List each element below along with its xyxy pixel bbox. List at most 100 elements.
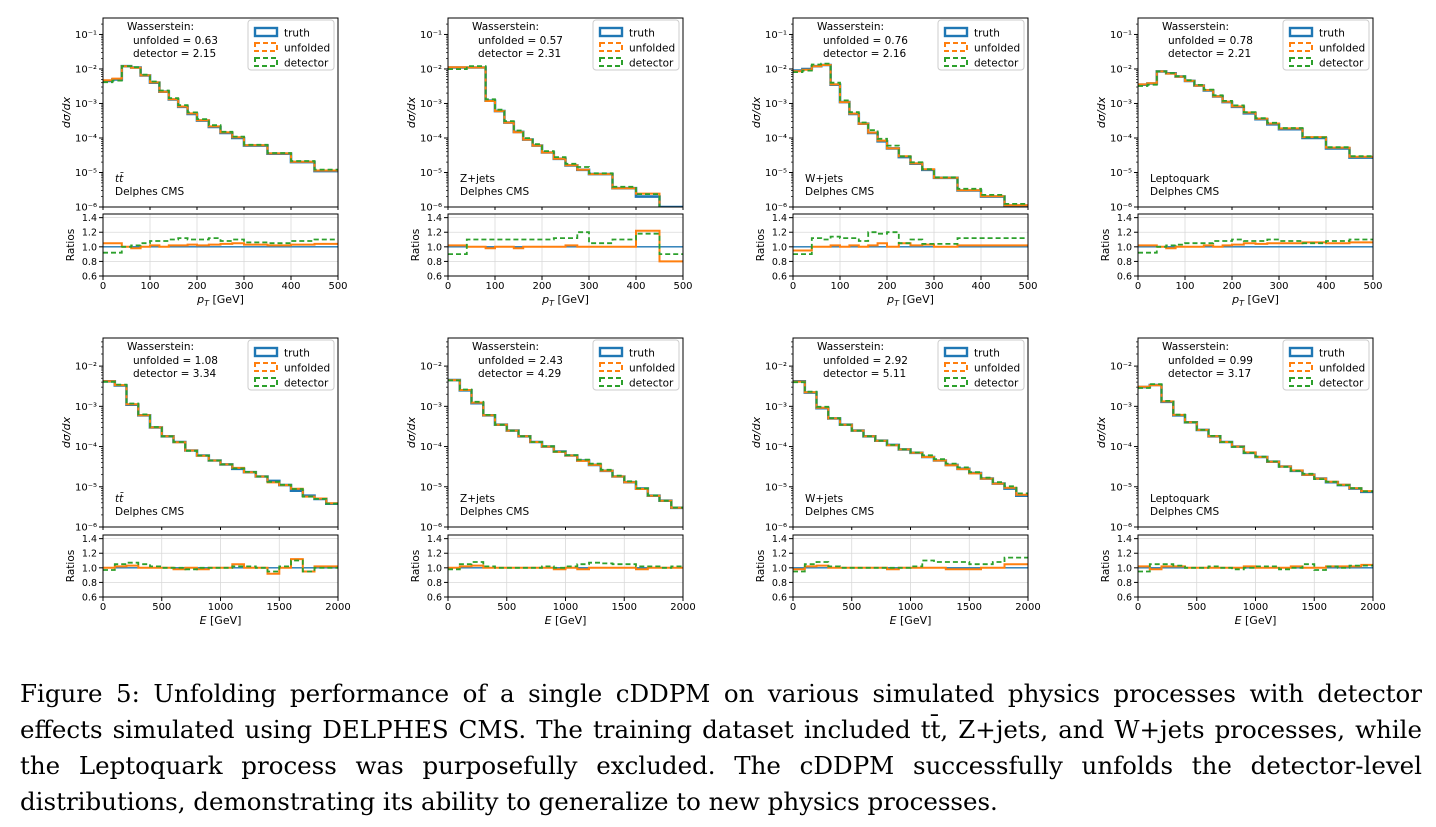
x-tick-label: 400: [626, 281, 645, 292]
legend-label-truth: truth: [629, 28, 655, 40]
x-tick-label: 0: [445, 281, 451, 292]
ratio-y-tick-label: 1.0: [1117, 242, 1132, 253]
x-tick-label: 500: [1018, 281, 1037, 292]
main-axes-frame: [447, 17, 684, 208]
wasserstein-unfolded: unfolded = 2.92: [823, 355, 908, 367]
panel-pT-2: 10⁻⁶ 10⁻⁵ 10⁻⁴ 10⁻³ 10⁻² 10⁻¹ dσ/dx Wasserstein…: [750, 17, 1038, 308]
x-tick-label: 200: [187, 281, 206, 292]
y-axis-label: dσ/dx: [1095, 96, 1108, 128]
detector-series: [1138, 70, 1373, 158]
y-tick-label: 10⁻¹: [75, 30, 97, 41]
x-tick-label: 0: [100, 281, 106, 292]
y-tick-label: 10⁻⁴: [765, 133, 787, 144]
y-axis-label: dσ/dx: [60, 96, 73, 128]
histograms: [1138, 383, 1373, 494]
y-tick-label: 10⁻⁶: [765, 203, 787, 214]
legend-swatch-unfolded: [1289, 42, 1313, 52]
histograms: [103, 64, 338, 173]
process-label: Z+jets: [460, 493, 495, 505]
panel-pT-1: 10⁻⁶ 10⁻⁵ 10⁻⁴ 10⁻³ 10⁻² 10⁻¹ dσ/dx Wasserstein…: [405, 17, 693, 308]
ratio-y-tick-label: 1.2: [427, 549, 442, 560]
detector-label: Delphes CMS: [805, 506, 874, 518]
y-tick-label: 10⁻²: [420, 362, 442, 373]
detector-series: [793, 62, 1028, 205]
x-tick-label: 300: [1269, 281, 1288, 292]
ratio-y-tick-label: 1.4: [772, 534, 787, 545]
legend-swatch-unfolded: [944, 362, 968, 372]
y-tick-label: 10⁻⁴: [75, 442, 97, 453]
x-tick-label: 100: [1175, 281, 1194, 292]
y-tick-label: 10⁻⁶: [1110, 523, 1132, 534]
detector-label: Delphes CMS: [115, 186, 184, 198]
legend-label-unfolded: unfolded: [974, 43, 1020, 55]
ratio-y-tick-label: 1.4: [772, 213, 787, 224]
y-tick-label: 10⁻⁴: [1110, 133, 1132, 144]
legend-swatch-unfolded: [599, 362, 623, 372]
y-tick-label: 10⁻¹: [420, 30, 442, 41]
detector-label: Delphes CMS: [805, 186, 874, 198]
x-tick-label: 1000: [898, 602, 923, 613]
legend-label-truth: truth: [974, 28, 1000, 40]
y-tick-label: 10⁻³: [75, 99, 97, 110]
wasserstein-title: Wasserstein:: [472, 21, 539, 33]
x-tick-label: 400: [281, 281, 300, 292]
y-axis-label: dσ/dx: [750, 416, 763, 448]
figure-caption: Figure 5: Unfolding performance of a sin…: [20, 679, 1422, 816]
ratio-y-tick-label: 0.8: [1117, 578, 1132, 589]
ratio-y-tick-label: 1.2: [772, 228, 787, 239]
x-tick-label: 300: [234, 281, 253, 292]
x-tick-label: 2000: [1015, 602, 1040, 613]
panel-E-0: 10⁻⁶ 10⁻⁵ 10⁻⁴ 10⁻³ 10⁻² dσ/dx Wasserstein: unf…: [60, 337, 351, 627]
legend-box: [247, 339, 335, 391]
legend-box: [1282, 19, 1370, 71]
y-tick-label: 10⁻³: [1110, 402, 1132, 413]
legend-swatch-unfolded: [944, 42, 968, 52]
ratio-y-tick-label: 0.6: [427, 272, 442, 283]
ratio-y-tick-label: 1.2: [1117, 228, 1132, 239]
ratio-y-tick-label: 1.0: [427, 563, 442, 574]
y-tick-label: 10⁻⁵: [1110, 482, 1132, 493]
x-tick-label: 100: [140, 281, 159, 292]
ratio-y-axis-label: Ratios: [1100, 550, 1112, 582]
process-label: tt̄: [115, 172, 124, 185]
x-tick-label: 400: [1316, 281, 1335, 292]
figure-panels: 10⁻⁶ 10⁻⁵ 10⁻⁴ 10⁻³ 10⁻² 10⁻¹ dσ/dx Wasserstein…: [60, 17, 1386, 627]
wasserstein-unfolded: unfolded = 0.76: [823, 35, 908, 47]
y-tick-label: 10⁻⁴: [765, 442, 787, 453]
ratio-y-tick-label: 1.0: [427, 242, 442, 253]
ratio-y-tick-label: 1.2: [772, 549, 787, 560]
y-axis-label: dσ/dx: [750, 96, 763, 128]
y-tick-label: 10⁻⁵: [75, 482, 97, 493]
y-tick-label: 10⁻⁴: [1110, 442, 1132, 453]
legend-label-unfolded: unfolded: [1319, 43, 1365, 55]
ratio-y-tick-label: 1.0: [1117, 563, 1132, 574]
wasserstein-unfolded: unfolded = 0.63: [133, 35, 218, 47]
main-axes-frame: [102, 17, 339, 208]
ratio-y-axis-label: Ratios: [1100, 229, 1112, 261]
y-tick-label: 10⁻⁵: [420, 168, 442, 179]
x-tick-label: 500: [673, 281, 692, 292]
legend-swatch-detector: [599, 377, 623, 387]
unfolded-series: [103, 65, 338, 172]
detector-series: [448, 65, 661, 207]
legend-label-unfolded: unfolded: [284, 43, 330, 55]
x-tick-label: 200: [1222, 281, 1241, 292]
y-tick-label: 10⁻³: [75, 402, 97, 413]
ratio-y-tick-label: 0.6: [772, 272, 787, 283]
y-tick-label: 10⁻²: [420, 64, 442, 75]
detector-series: [1138, 383, 1373, 493]
y-tick-label: 10⁻³: [1110, 99, 1132, 110]
ratio-detector-series: [1138, 563, 1373, 573]
x-tick-label: 1000: [1243, 602, 1268, 613]
x-axis-label: E [GeV]: [545, 614, 587, 627]
y-tick-label: 10⁻⁶: [420, 203, 442, 214]
legend-box: [592, 19, 680, 71]
y-axis-label: dσ/dx: [405, 96, 418, 128]
ratio-y-axis-label: Ratios: [755, 229, 767, 261]
x-tick-label: 500: [497, 602, 516, 613]
unfolded-series: [103, 380, 338, 505]
ratio-y-tick-label: 0.6: [82, 593, 97, 604]
detector-label: Delphes CMS: [460, 506, 529, 518]
y-tick-label: 10⁻⁶: [420, 523, 442, 534]
panel-pT-0: 10⁻⁶ 10⁻⁵ 10⁻⁴ 10⁻³ 10⁻² 10⁻¹ dσ/dx Wasserstein…: [60, 17, 348, 308]
